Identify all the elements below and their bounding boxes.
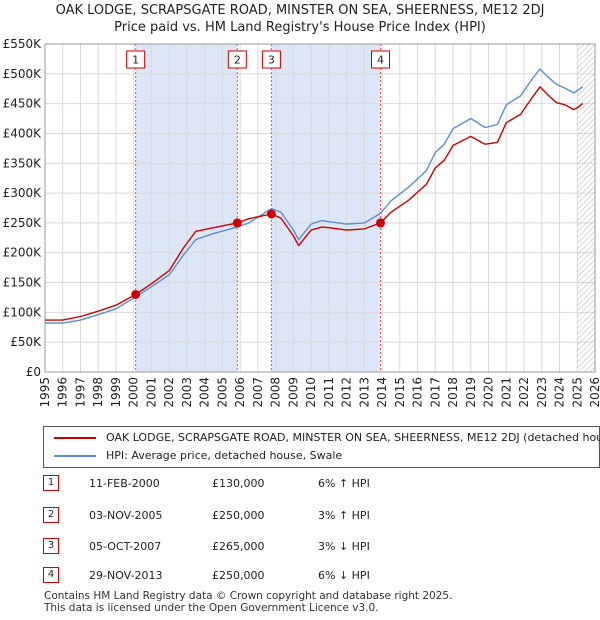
- sale-point: [232, 218, 242, 228]
- transaction-date: 29-NOV-2013: [89, 569, 163, 582]
- x-tick-label: 1999: [109, 377, 123, 408]
- sale-marker-label-box: [126, 50, 146, 69]
- x-tick-label: 2024: [553, 377, 567, 408]
- y-tick-label: £150K: [3, 276, 43, 290]
- y-tick-label: £300K: [3, 186, 43, 200]
- price-chart: £0 £50K £100K £150K £200K £250K £300K £350K £400…: [3, 37, 600, 408]
- x-tick-label: 2022: [517, 377, 531, 408]
- sale-marker-label: 3: [268, 54, 275, 67]
- y-tick-label: £0: [26, 365, 41, 379]
- x-tick-label: 2005: [215, 377, 229, 408]
- x-tick-label: 2016: [411, 377, 425, 408]
- x-tick-label: 2011: [322, 377, 336, 408]
- x-tick-label: 2015: [393, 377, 407, 408]
- x-tick-label: 2006: [233, 377, 247, 408]
- x-tick-label: 2003: [180, 377, 194, 408]
- x-tick-label: 2007: [251, 377, 265, 408]
- x-tick-label: 2002: [162, 377, 176, 408]
- transaction-price: £130,000: [212, 477, 265, 490]
- x-tick-label: 2001: [144, 377, 158, 408]
- forecast-hatch: [577, 44, 595, 372]
- y-tick-label: £350K: [3, 156, 43, 170]
- transaction-row: 4 29-NOV-2013 £250,000 6% ↓ HPI: [0, 566, 600, 586]
- sale-marker-label: 2: [234, 54, 241, 67]
- sale-point: [376, 218, 385, 228]
- x-tick-label: 2013: [357, 377, 371, 408]
- y-tick-label: £400K: [3, 126, 43, 140]
- transaction-number-badge: 1: [43, 475, 59, 491]
- legend-label-hpi: HPI: Average price, detached house, Swal…: [106, 449, 343, 462]
- transaction-price: £250,000: [212, 569, 265, 582]
- y-tick-label: £50K: [10, 335, 42, 349]
- transaction-date: 03-NOV-2005: [89, 509, 163, 522]
- x-tick-label: 2020: [482, 377, 496, 408]
- footer-line-licence: This data is licensed under the Open Gov…: [44, 602, 379, 614]
- transaction-hpi-change: 6% ↑ HPI: [318, 477, 370, 490]
- footer-attribution: Contains HM Land Registry data © Crown c…: [44, 590, 452, 614]
- x-tick-label: 1997: [73, 377, 87, 408]
- shaded-period: [271, 44, 381, 372]
- sale-point: [266, 209, 276, 219]
- y-tick-label: £200K: [3, 246, 43, 260]
- x-tick-label: 2026: [588, 377, 600, 408]
- x-tick-label: 2004: [198, 377, 212, 408]
- transaction-hpi-change: 3% ↑ HPI: [318, 509, 370, 522]
- legend-swatch-hpi: [54, 455, 96, 457]
- x-tick-label: 1995: [38, 377, 52, 408]
- transaction-row: 2 03-NOV-2005 £250,000 3% ↑ HPI: [0, 506, 600, 526]
- y-tick-label: £100K: [3, 305, 43, 319]
- legend: OAK LODGE, SCRAPSGATE ROAD, MINSTER ON S…: [43, 426, 600, 468]
- plot-frame: [44, 43, 596, 373]
- y-tick-label: £500K: [3, 67, 43, 81]
- x-tick-label: 2009: [286, 377, 300, 408]
- legend-swatch-property: [54, 437, 96, 439]
- x-tick-label: 2008: [269, 377, 283, 408]
- x-tick-label: 2014: [375, 377, 389, 408]
- x-tick-label: 2012: [340, 377, 354, 408]
- transaction-hpi-change: 6% ↓ HPI: [318, 569, 370, 582]
- sale-marker-label: 1: [132, 54, 139, 67]
- chart-title-line-2: Price paid vs. HM Land Registry's House …: [114, 20, 486, 35]
- series-line-property: [45, 86, 584, 321]
- y-tick-label: £450K: [3, 97, 43, 111]
- x-tick-label: 1998: [91, 377, 105, 408]
- transaction-row: 1 11-FEB-2000 £130,000 6% ↑ HPI: [0, 474, 600, 494]
- x-tick-label: 2025: [570, 377, 584, 408]
- sale-point: [131, 289, 141, 299]
- legend-label-property: OAK LODGE, SCRAPSGATE ROAD, MINSTER ON S…: [106, 431, 600, 444]
- transaction-number-badge: 3: [43, 538, 59, 554]
- y-tick-label: £550K: [3, 37, 43, 51]
- x-tick-label: 2010: [304, 377, 318, 408]
- x-tick-label: 2017: [428, 377, 442, 408]
- transaction-number-badge: 4: [43, 567, 59, 583]
- x-tick-label: 2018: [446, 377, 460, 408]
- transaction-hpi-change: 3% ↓ HPI: [318, 540, 370, 553]
- x-tick-label: 1996: [56, 377, 70, 408]
- y-tick-label: £250K: [3, 216, 43, 230]
- x-tick-label: 2019: [464, 377, 478, 408]
- transaction-price: £265,000: [212, 540, 265, 553]
- transaction-price: £250,000: [212, 509, 265, 522]
- sale-marker-label-box: [261, 50, 281, 69]
- transaction-number-badge: 2: [43, 507, 59, 523]
- footer-line-copyright: Contains HM Land Registry data © Crown c…: [44, 590, 453, 602]
- series-line-hpi: [45, 68, 583, 324]
- sale-marker-label-box: [227, 50, 247, 69]
- sale-marker-label-box: [371, 50, 390, 69]
- transaction-row: 3 05-OCT-2007 £265,000 3% ↓ HPI: [0, 537, 600, 557]
- transaction-date: 05-OCT-2007: [89, 540, 162, 553]
- x-tick-label: 2000: [127, 377, 141, 408]
- transaction-date: 11-FEB-2000: [89, 477, 160, 490]
- x-tick-label: 2023: [535, 377, 549, 408]
- sale-marker-label: 4: [377, 54, 384, 67]
- chart-title-line-1: OAK LODGE, SCRAPSGATE ROAD, MINSTER ON S…: [55, 3, 545, 18]
- x-tick-label: 2021: [499, 377, 513, 408]
